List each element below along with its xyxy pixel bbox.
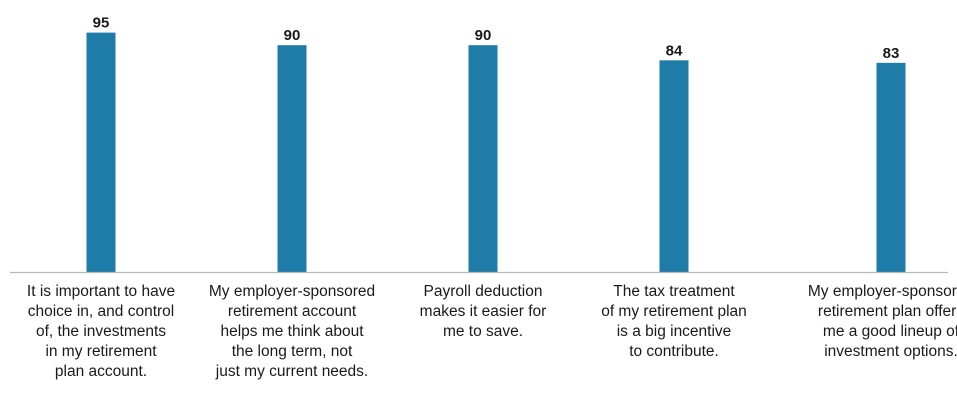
bar-value-label-1: 95 [93, 15, 110, 32]
bar-5 [876, 62, 906, 273]
value-labels: 95 90 90 84 83 [93, 15, 900, 62]
bar-value-label-3: 90 [475, 27, 492, 44]
category-label-1: It is important to have choice in, and c… [26, 283, 176, 380]
category-label-3: Payroll deduction makes it easier for me… [419, 283, 547, 340]
bar-value-label-5: 83 [883, 45, 900, 62]
bar-2 [277, 45, 307, 273]
category-label-5: My employer-sponsored retirement plan of… [807, 283, 957, 360]
category-label-2: My employer-sponsored retirement account… [208, 283, 376, 380]
bar-value-label-2: 90 [284, 27, 301, 44]
bar-3 [468, 45, 498, 273]
bar-4 [659, 60, 689, 272]
bar-1 [86, 32, 116, 272]
bars [86, 32, 906, 273]
category-label-4: The tax treatment of my retirement plan … [601, 283, 747, 360]
bar-value-label-4: 84 [666, 42, 683, 59]
